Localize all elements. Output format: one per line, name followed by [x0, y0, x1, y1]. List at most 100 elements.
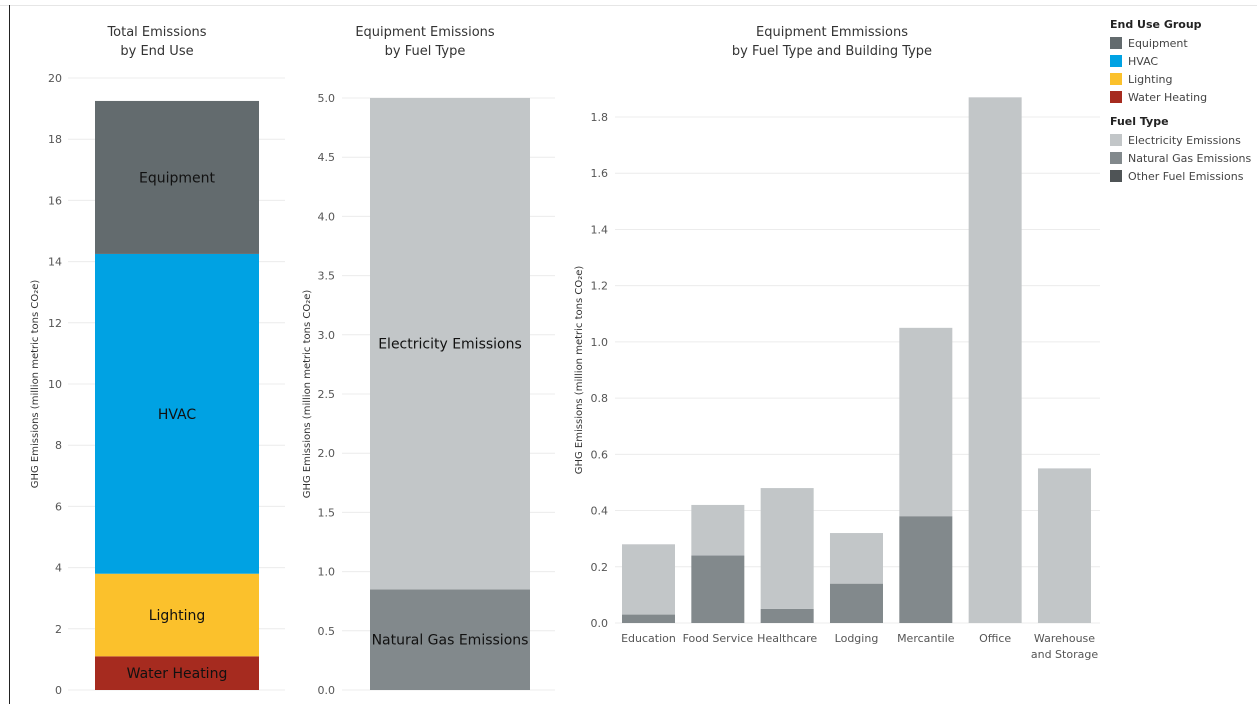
bar-segment-electricity-emissions: [1037, 468, 1091, 623]
segment-label: Equipment: [139, 170, 216, 186]
bar-segment-electricity-emissions: [760, 488, 814, 609]
chart-3: Equipment Emmissions by Fuel Type and Bui…: [574, 25, 1100, 661]
x-category-label: Lodging: [835, 632, 879, 645]
legend-label: HVAC: [1128, 54, 1159, 68]
y-tick-label: 4.5: [318, 151, 336, 164]
bar-segment-natural-gas-emissions: [622, 614, 675, 623]
y-tick-label: 20: [48, 72, 62, 85]
bar-segment-natural-gas-emissions: [760, 608, 814, 623]
chart-title-line: Equipment Emmissions: [756, 25, 908, 40]
chart-title-line: by End Use: [120, 44, 193, 59]
segment-label: Water Heating: [127, 666, 228, 682]
bar-segment-electricity-emissions: [691, 504, 745, 556]
y-tick-label: 5.0: [318, 92, 336, 105]
legend-item[interactable]: Other Fuel Emissions: [1110, 167, 1251, 185]
legend-label: Natural Gas Emissions: [1128, 151, 1252, 165]
y-axis-label: GHG Emissions (million metric tons CO₂e): [302, 290, 313, 499]
segment-label: Natural Gas Emissions: [372, 633, 529, 649]
legend-swatch: [1110, 170, 1122, 182]
legend-label: Other Fuel Emissions: [1128, 169, 1244, 183]
y-tick-label: 0.5: [318, 625, 336, 638]
bar-segment-lighting: [95, 573, 259, 657]
y-tick-label: 0.0: [318, 684, 336, 697]
bar-segment-natural-gas-emissions: [829, 583, 883, 623]
y-tick-label: 1.0: [318, 566, 336, 579]
y-tick-label: 4.0: [318, 210, 336, 223]
left-border: [9, 5, 10, 704]
y-tick-label: 0.8: [591, 392, 609, 405]
legend-swatch: [1110, 152, 1122, 164]
bar-segment-electricity-emissions: [622, 544, 675, 615]
legend-swatch: [1110, 134, 1122, 146]
bar-segment-natural-gas-emissions: [899, 516, 953, 623]
bar-segment-equipment: [95, 100, 259, 254]
segment-label: HVAC: [158, 407, 197, 423]
legend-item[interactable]: Natural Gas Emissions: [1110, 149, 1251, 167]
chart-title-line: by Fuel Type: [385, 44, 466, 59]
y-tick-label: 0: [55, 684, 62, 697]
bar-segment-electricity-emissions: [370, 98, 530, 590]
legend-item[interactable]: Water Heating: [1110, 88, 1251, 106]
y-tick-label: 14: [48, 256, 62, 269]
legend-label: Equipment: [1128, 36, 1188, 50]
y-tick-label: 1.4: [591, 223, 609, 236]
bar-segment-electricity-emissions: [899, 327, 953, 517]
x-category-label: Food Service: [683, 632, 754, 645]
legend-swatch: [1110, 55, 1122, 67]
y-tick-label: 12: [48, 317, 62, 330]
legend-title: End Use Group: [1110, 18, 1202, 31]
legend: End Use Group Equipment HVAC Lighting Water …: [1110, 18, 1251, 194]
legend-group: Fuel Type Electricity Emissions Natural Ga…: [1110, 115, 1251, 185]
y-tick-label: 1.6: [591, 167, 609, 180]
y-tick-label: 3.0: [318, 329, 336, 342]
legend-label: Water Heating: [1128, 90, 1208, 104]
legend-swatch: [1110, 73, 1122, 85]
top-border: [0, 5, 1257, 6]
chart-title-line: Total Emissions: [106, 25, 206, 40]
y-tick-label: 3.5: [318, 270, 336, 283]
x-category-label: Warehouse: [1034, 632, 1095, 645]
y-axis-label: GHG Emissions (million metric tons CO₂e): [30, 280, 41, 489]
y-tick-label: 0.4: [591, 505, 609, 518]
y-tick-label: 0.6: [591, 448, 609, 461]
y-tick-label: 0.2: [591, 561, 609, 574]
chart-title-line: by Fuel Type and Building Type: [732, 44, 932, 59]
y-tick-label: 2.0: [318, 447, 336, 460]
legend-group: End Use Group Equipment HVAC Lighting Water …: [1110, 18, 1251, 106]
legend-swatch: [1110, 91, 1122, 103]
chart-1: Total Emissions by End Use GHG Emissions (…: [30, 25, 285, 697]
y-tick-label: 1.0: [591, 336, 609, 349]
y-axis-label: GHG Emissions (million metric tons CO₂e): [574, 266, 585, 475]
legend-label: Lighting: [1128, 72, 1173, 86]
bar-segment-natural-gas-emissions: [691, 555, 745, 623]
bar-segment-hvac: [95, 253, 259, 574]
y-tick-label: 1.2: [591, 280, 609, 293]
y-tick-label: 10: [48, 378, 62, 391]
bar-segment-electricity-emissions: [829, 533, 883, 584]
chart-title-line: Equipment Emissions: [355, 25, 495, 40]
legend-item[interactable]: Lighting: [1110, 70, 1251, 88]
x-category-label: Healthcare: [757, 632, 817, 645]
legend-item[interactable]: HVAC: [1110, 52, 1251, 70]
y-tick-label: 2: [55, 623, 62, 636]
y-tick-label: 16: [48, 194, 62, 207]
y-tick-label: 6: [55, 500, 62, 513]
y-tick-label: 8: [55, 439, 62, 452]
y-tick-label: 1.8: [591, 111, 609, 124]
chart-2: Equipment Emissions by Fuel Type GHG Emiss…: [302, 25, 555, 697]
x-category-label: Office: [979, 632, 1011, 645]
x-category-label: Mercantile: [897, 632, 955, 645]
x-category-label: and Storage: [1031, 648, 1098, 661]
legend-swatch: [1110, 37, 1122, 49]
legend-item[interactable]: Equipment: [1110, 34, 1251, 52]
y-tick-label: 18: [48, 133, 62, 146]
y-tick-label: 4: [55, 562, 62, 575]
legend-label: Electricity Emissions: [1128, 133, 1241, 147]
legend-item[interactable]: Electricity Emissions: [1110, 131, 1251, 149]
legend-title: Fuel Type: [1110, 115, 1169, 128]
segment-label: Lighting: [149, 608, 206, 624]
y-tick-label: 1.5: [318, 506, 336, 519]
bar-segment-electricity-emissions: [968, 97, 1022, 624]
bar-segment-natural-gas-emissions: [370, 589, 530, 690]
y-tick-label: 2.5: [318, 388, 336, 401]
